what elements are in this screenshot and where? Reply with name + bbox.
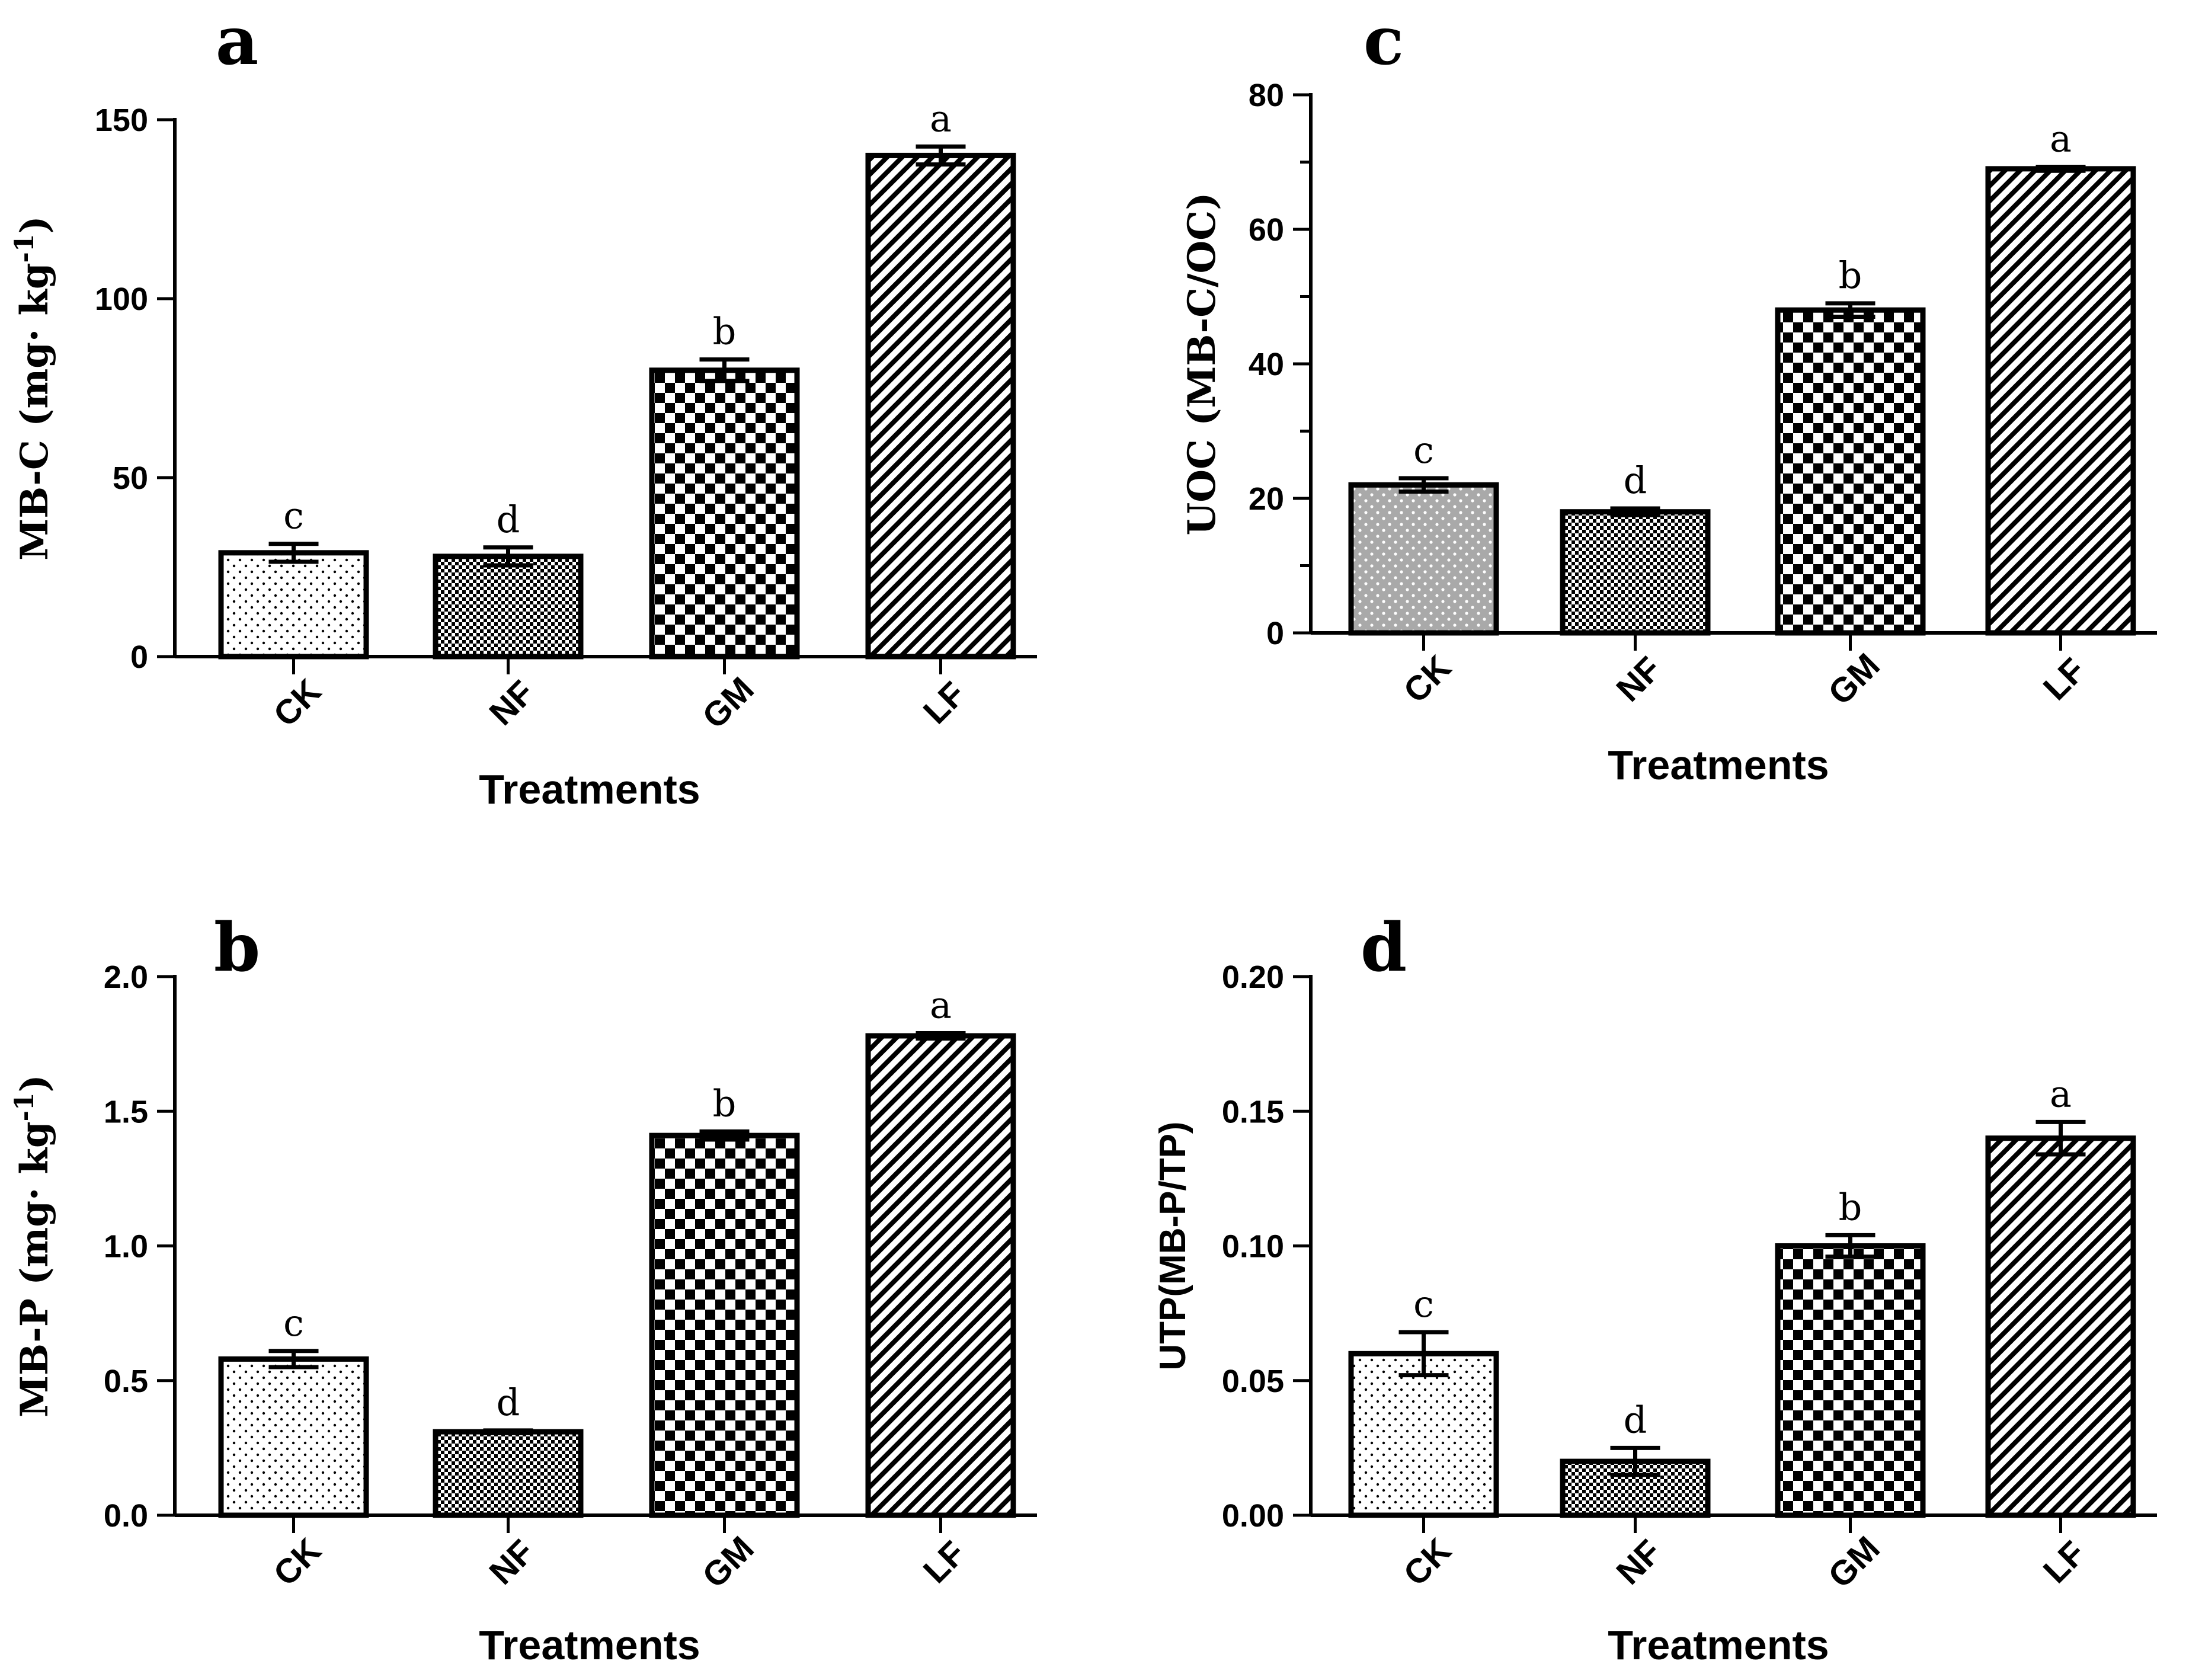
category-label-nf: NF (482, 1532, 542, 1592)
y-tick-label: 0.15 (1222, 1094, 1284, 1129)
y-tick-label: 60 (1249, 212, 1284, 248)
category-label-lf: LF (2036, 1534, 2093, 1591)
bar-ck (1348, 1351, 1499, 1518)
category-label-ck: CK (1396, 1531, 1458, 1593)
y-tick-label: 0.05 (1222, 1364, 1284, 1399)
category-label-ck: CK (1396, 648, 1458, 711)
bar-nf (433, 1429, 584, 1518)
bar-ck (218, 550, 369, 660)
significance-letter-nf: d (497, 498, 520, 541)
y-axis-label: UTP(MB-P/TP) (1153, 1121, 1193, 1370)
significance-letter-gm: b (713, 310, 737, 353)
panel-letter: c (1364, 2, 1404, 80)
y-axis-label: MB-C (mg· kg-1) (9, 216, 57, 560)
significance-letter-ck: c (283, 1301, 304, 1345)
bar-gm (1775, 1243, 1926, 1518)
y-tick-label: 40 (1249, 347, 1284, 382)
bar-lf (865, 152, 1016, 660)
significance-letter-lf: a (2050, 1072, 2072, 1115)
y-tick-label: 80 (1249, 78, 1284, 113)
y-tick-label: 0.10 (1222, 1229, 1284, 1265)
significance-letter-nf: d (1624, 459, 1647, 502)
significance-letter-lf: a (930, 97, 952, 140)
panel-letter: b (214, 909, 260, 987)
error-bar-ck (1398, 476, 1449, 494)
bar-gm (649, 1132, 800, 1518)
panel-b-mbp-chart: b c CK d NF b GM a LF 0.0 0.5 1.0 1.5 2.0 MB-P (mg· kg… (9, 909, 1037, 1668)
error-bar-gm (699, 357, 750, 383)
error-bar-lf (916, 1031, 966, 1041)
significance-letter-lf: a (930, 983, 952, 1026)
significance-letter-ck: c (1413, 428, 1434, 472)
significance-letter-lf: a (2050, 117, 2072, 160)
category-label-ck: CK (266, 672, 328, 734)
bar-ck (218, 1356, 369, 1518)
y-tick-label: 0 (1266, 616, 1284, 651)
error-bar-nf (1610, 1445, 1660, 1477)
y-tick-label: 0.5 (104, 1364, 148, 1399)
significance-letter-ck: c (1413, 1282, 1434, 1326)
error-bar-nf (483, 545, 533, 568)
y-tick-label: 0.20 (1222, 959, 1284, 995)
y-tick-label: 2.0 (104, 959, 148, 995)
category-label-lf: LF (2036, 651, 2093, 708)
y-tick-label: 0.00 (1222, 1498, 1284, 1534)
category-label-nf: NF (1609, 1532, 1669, 1592)
error-bar-ck (268, 1349, 319, 1369)
bar-lf (1985, 166, 2136, 636)
x-axis-title: Treatments (479, 1622, 700, 1668)
error-bar-gm (1825, 301, 1875, 319)
y-tick-label: 50 (113, 460, 148, 496)
category-label-lf: LF (916, 1534, 973, 1591)
significance-letter-gm: b (1839, 1185, 1862, 1228)
y-axis-label: UOC (MB-C/OC) (1180, 192, 1224, 535)
panel-letter: d (1361, 909, 1407, 987)
panel-letter: a (216, 2, 259, 80)
bar-gm (1775, 307, 1926, 636)
error-bar-gm (1825, 1233, 1875, 1259)
error-bar-nf (1610, 506, 1660, 517)
category-label-nf: NF (482, 673, 542, 733)
panel-a-mbc-chart: a c CK d NF b GM a LF 0 50 100 150 MB-C (mg· kg-1) Tre… (9, 2, 1037, 812)
error-bar-gm (699, 1129, 750, 1142)
bar-nf (433, 553, 584, 660)
y-axis-label: MB-P (mg· kg-1) (9, 1074, 57, 1417)
panel-d-utp-chart: d c CK d NF b GM a LF 0.00 0.05 0.10 0.15 0.20 UTP(MB-… (1153, 909, 2157, 1668)
error-bar-ck (1398, 1330, 1449, 1378)
bar-lf (1985, 1135, 2136, 1518)
error-bar-lf (2035, 164, 2086, 173)
y-tick-label: 150 (95, 103, 148, 138)
y-tick-label: 0.0 (104, 1498, 148, 1534)
significance-letter-nf: d (497, 1381, 520, 1424)
y-tick-label: 0 (130, 639, 148, 675)
error-bar-lf (2035, 1119, 2086, 1157)
x-axis-title: Treatments (479, 766, 700, 812)
x-axis-title: Treatments (1608, 1622, 1829, 1668)
category-label-gm: GM (1821, 646, 1887, 712)
y-tick-label: 20 (1249, 481, 1284, 517)
error-bar-nf (483, 1428, 533, 1435)
error-bar-lf (916, 144, 966, 167)
category-label-gm: GM (1821, 1529, 1887, 1595)
significance-letter-ck: c (283, 494, 304, 537)
bar-gm (649, 367, 800, 660)
category-label-gm: GM (695, 670, 761, 736)
significance-letter-nf: d (1624, 1398, 1647, 1441)
y-tick-label: 1.0 (104, 1229, 148, 1265)
bar-ck (1348, 482, 1499, 636)
significance-letter-gm: b (1839, 254, 1862, 297)
panel-c-uoc-chart: c c CK d NF b GM a LF 0 20 40 60 80 UOC (MB-C/OC) Treat… (1180, 2, 2157, 788)
y-tick-label: 1.5 (104, 1094, 148, 1129)
bar-nf (1560, 509, 1711, 636)
bar-lf (865, 1033, 1016, 1518)
y-tick-label: 100 (95, 281, 148, 317)
x-axis-title: Treatments (1608, 742, 1829, 788)
error-bar-ck (268, 542, 319, 564)
significance-letter-gm: b (713, 1081, 737, 1125)
category-label-ck: CK (266, 1531, 328, 1593)
category-label-lf: LF (916, 674, 973, 731)
category-label-nf: NF (1609, 649, 1669, 709)
category-label-gm: GM (695, 1529, 761, 1595)
